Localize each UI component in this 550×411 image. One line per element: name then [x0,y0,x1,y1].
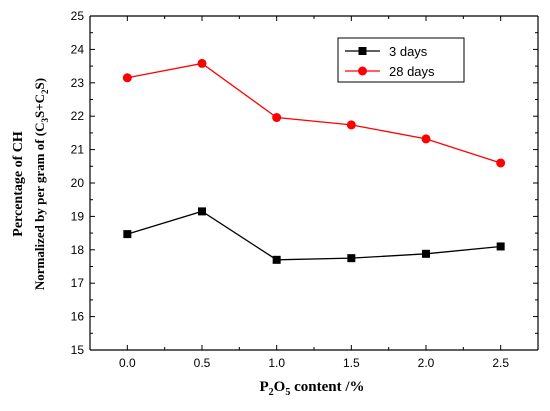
data-point [422,249,430,258]
y-tick-label: 23 [71,76,85,90]
x-axis-title: P2O5 content /% [259,379,364,398]
y-tick-label: 16 [71,310,85,324]
legend-swatch-marker [358,66,367,76]
x-ticks: 0.0 0.5 1.0 1.5 2.0 2.5 [119,16,509,370]
series-line [127,210,501,261]
data-point [347,254,356,263]
axes [89,15,539,351]
series-layer [122,58,506,264]
y-tick-label: 18 [71,243,85,257]
y-axis-title-line1: Percentage of CH [11,131,26,237]
data-point [496,158,506,168]
legend-box [337,37,465,83]
data-point [272,255,281,264]
x-tick-label: 2.0 [418,356,435,370]
legend-label: 3 days [389,44,428,59]
legend-swatch-marker [358,47,367,55]
y-tick-label: 19 [71,209,85,223]
y-tick-label: 15 [71,343,85,357]
data-point [123,230,132,239]
x-tick-label: 0.0 [119,356,136,370]
data-point [198,207,206,216]
y-tick-label: 17 [71,276,85,290]
data-point [122,73,132,83]
legend: 3 days 28 days [337,37,465,83]
y-tick-label: 20 [71,176,85,190]
y-axis-title-line2: Normalized by per gram of (C3S+C2S) [32,78,50,290]
data-point [346,120,356,130]
data-point [496,242,505,251]
series-0 [123,207,505,264]
x-tick-label: 1.5 [343,356,360,370]
data-point [421,134,431,144]
y-tick-label: 21 [71,143,85,157]
legend-entry-0: 3 days [345,44,428,59]
series-line [127,62,501,164]
legend-label: 28 days [389,64,435,79]
y-ticks: 15 16 17 18 19 20 21 22 23 24 25 [71,9,538,357]
x-tick-label: 0.5 [194,356,211,370]
x-tick-label: 1.0 [268,356,285,370]
legend-entry-1: 28 days [345,64,435,79]
y-tick-label: 24 [71,42,85,56]
y-tick-label: 22 [71,109,85,123]
data-point [197,58,207,68]
y-tick-label: 25 [71,9,85,23]
series-1 [122,58,506,168]
x-tick-label: 2.5 [492,356,509,370]
data-point [272,113,282,123]
